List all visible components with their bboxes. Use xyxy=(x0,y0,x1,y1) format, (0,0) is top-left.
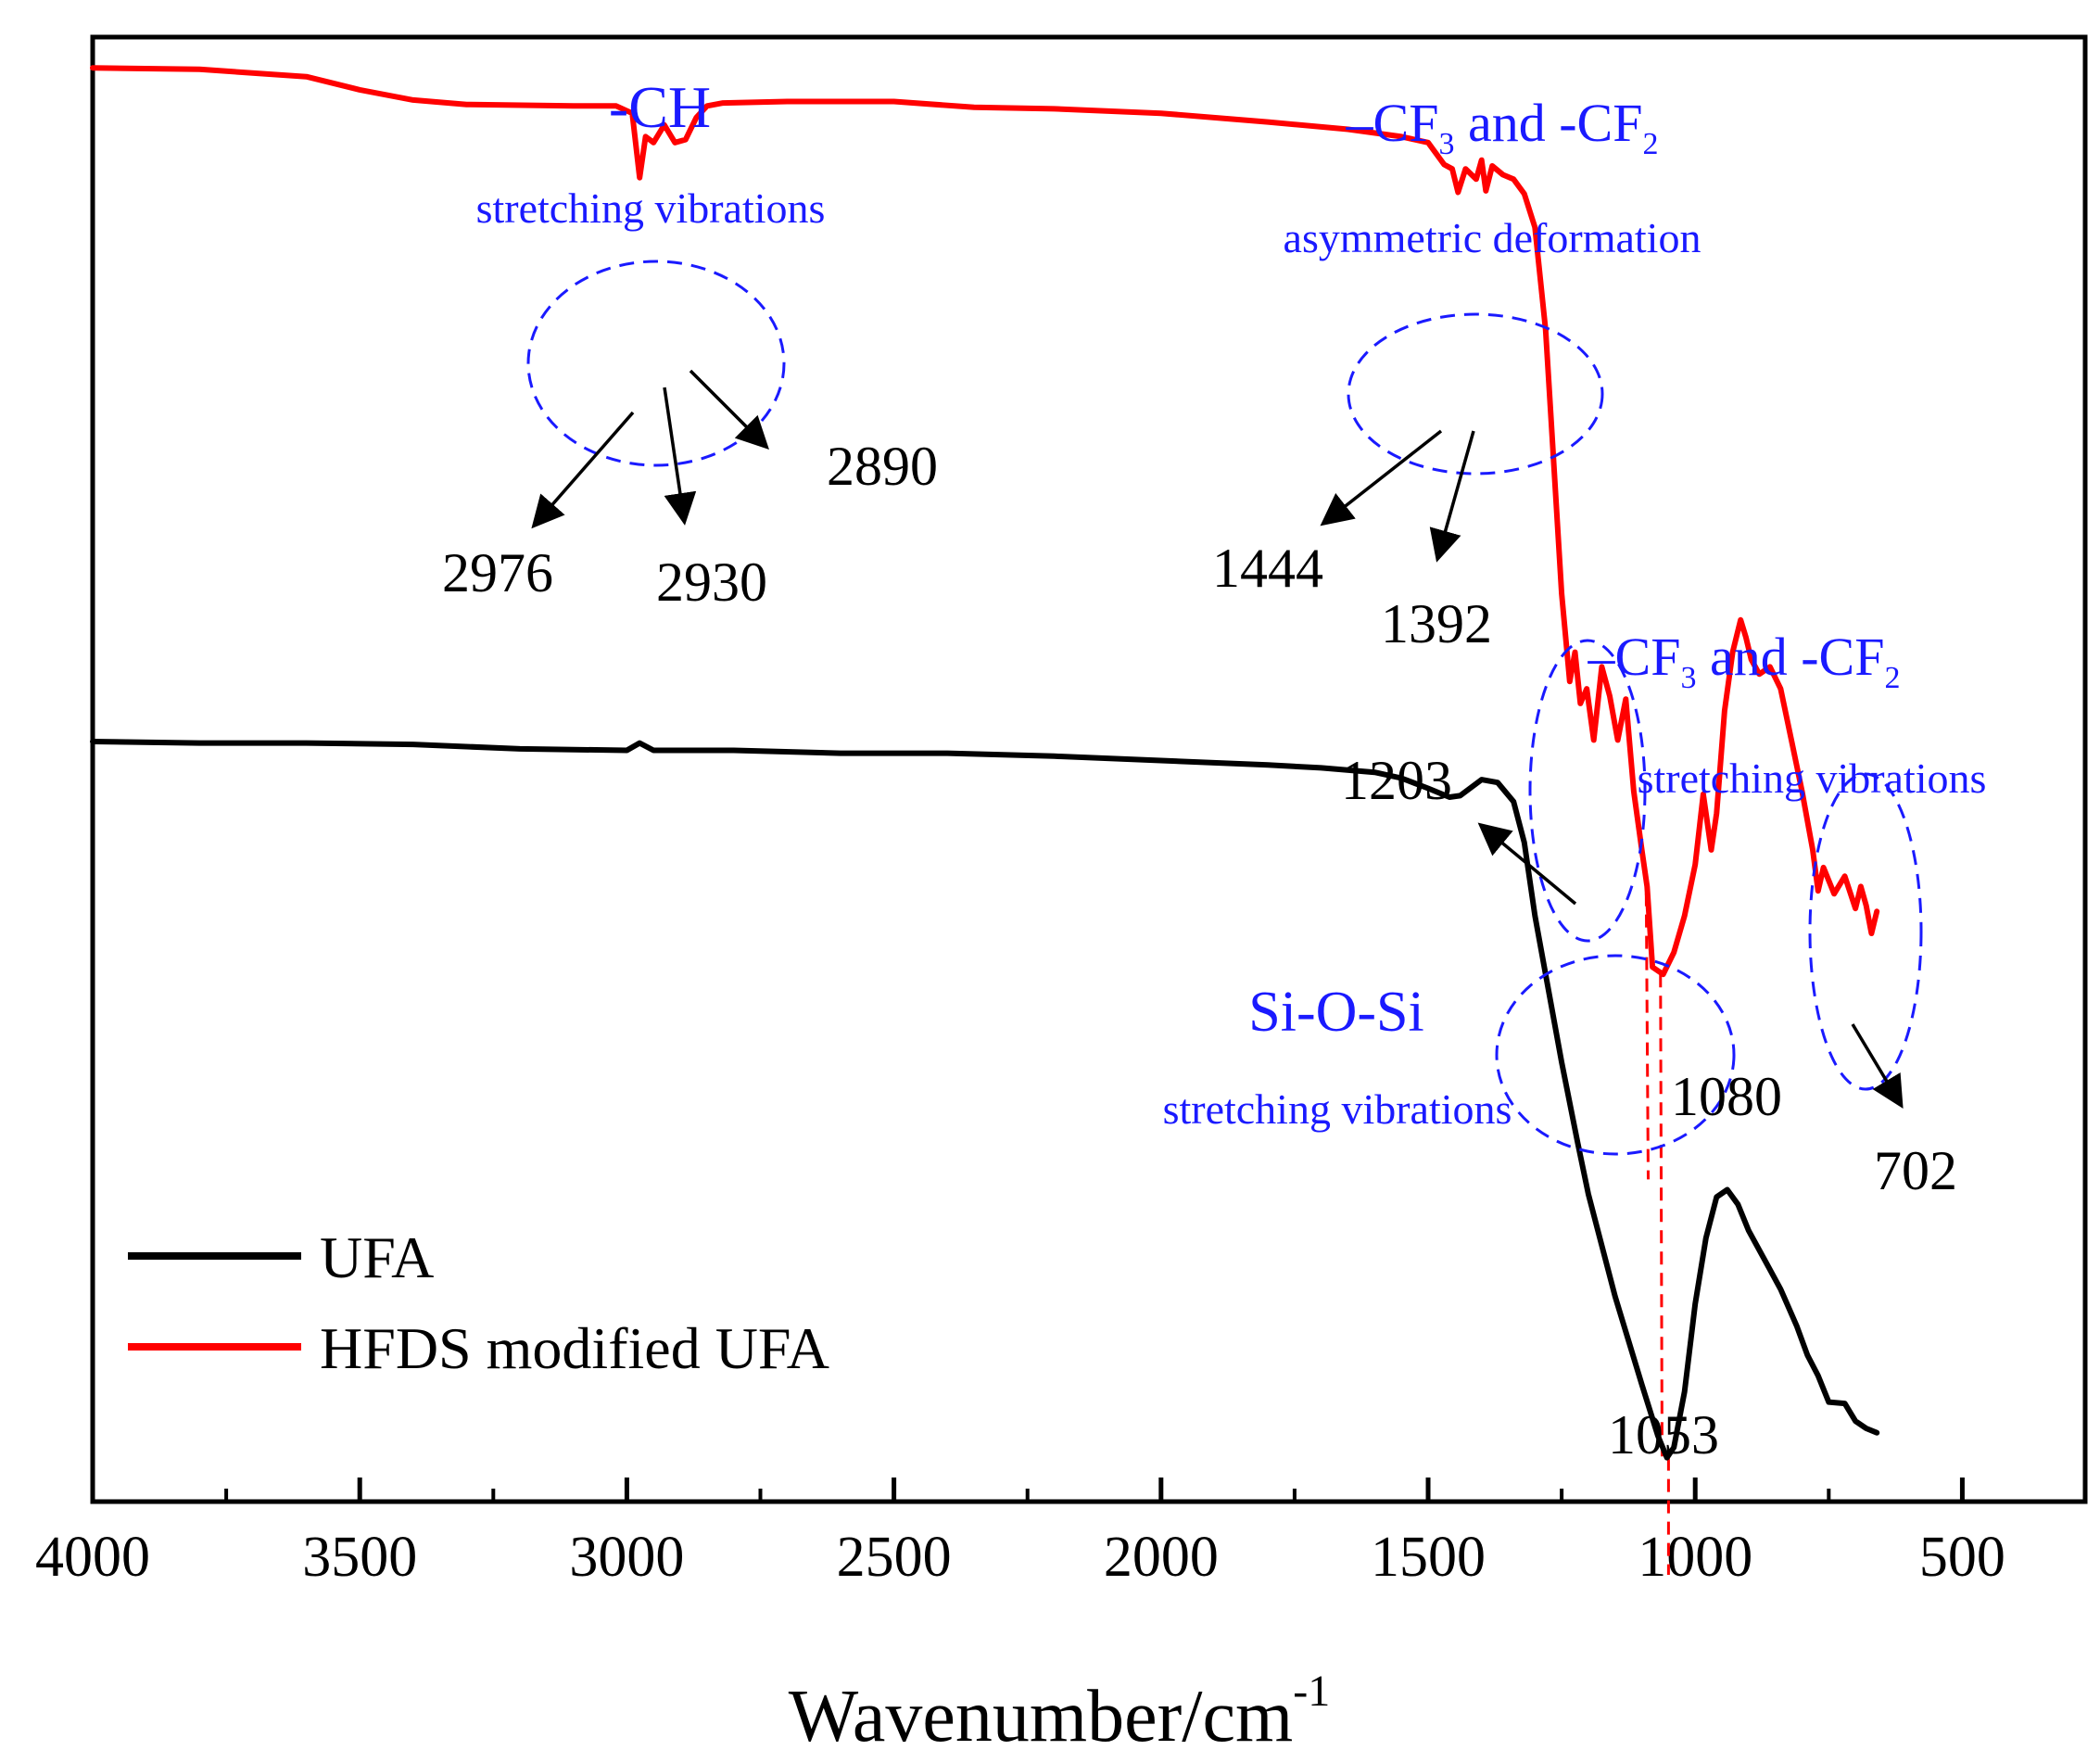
cf-stretch-annotation-sub: stretching vibrations xyxy=(1638,755,1987,802)
peak-label-2976: 2976 xyxy=(442,542,553,603)
sios-region-ellipse xyxy=(1495,954,1736,1156)
legend: UFA HFDS modified UFA xyxy=(128,1224,829,1381)
arrow-2930 xyxy=(663,387,697,526)
peak-label-1053: 1053 xyxy=(1608,1404,1719,1465)
cf-asym-sub-2: 2 xyxy=(1642,127,1658,161)
legend-label-hfds: HFDS modified UFA xyxy=(320,1315,829,1381)
cf-stretch-annotation-title: –CF3 and -CF2 xyxy=(1588,627,1901,695)
x-axis-ticks: 4000 3500 3000 2500 2000 1500 1000 500 xyxy=(35,1478,2005,1589)
annotation-ellipses xyxy=(526,260,1923,1156)
arrow-1444 xyxy=(1320,429,1443,526)
plot-frame xyxy=(90,34,2088,1504)
cf-asym-annotation-sub: asymmetric deformation xyxy=(1284,214,1702,261)
peak-label-1392: 1392 xyxy=(1381,593,1492,654)
x-tick-label-3500: 3500 xyxy=(302,1526,417,1589)
guide-line-1092 xyxy=(1644,871,1650,1180)
x-tick-label-2000: 2000 xyxy=(1104,1526,1219,1589)
cf-stretch-part-b: and -CF xyxy=(1696,627,1884,687)
guide-line-1080 xyxy=(1659,974,1664,1458)
x-tick-label-1000: 1000 xyxy=(1638,1526,1752,1589)
x-tick-label-3000: 3000 xyxy=(569,1526,684,1589)
cf-stretch-sub-3: 3 xyxy=(1680,661,1696,695)
arrow-1392 xyxy=(1429,430,1475,563)
arrow-1203 xyxy=(1477,822,1577,906)
x-tick-label-500: 500 xyxy=(1919,1526,2005,1589)
peak-label-1080: 1080 xyxy=(1671,1066,1782,1127)
x-axis-title: Wavenumber/cm-1 xyxy=(789,1667,1330,1757)
x-tick-label-1500: 1500 xyxy=(1371,1526,1486,1589)
peak-label-2930: 2930 xyxy=(656,552,767,613)
x-axis-title-sup: -1 xyxy=(1293,1667,1330,1716)
sios-annotation-title: Si-O-Si xyxy=(1248,981,1423,1044)
legend-label-ufa: UFA xyxy=(320,1224,434,1290)
peak-label-2890: 2890 xyxy=(827,436,938,497)
arrow-2976 xyxy=(531,411,635,529)
peak-label-1203: 1203 xyxy=(1341,750,1452,811)
cf-stretch-left-ellipse xyxy=(1528,639,1647,943)
cf-asym-sub-3: 3 xyxy=(1438,127,1454,161)
x-axis-title-main: Wavenumber/cm xyxy=(789,1676,1293,1757)
arrow-2890 xyxy=(689,369,769,450)
ch-annotation-sub: stretching vibrations xyxy=(476,184,826,232)
sios-annotation-sub: stretching vibrations xyxy=(1163,1085,1512,1133)
ch-region-ellipse xyxy=(526,260,786,467)
peak-label-1444: 1444 xyxy=(1212,538,1323,599)
x-tick-label-2500: 2500 xyxy=(837,1526,952,1589)
arrow-702 xyxy=(1851,1023,1904,1110)
x-tick-label-4000: 4000 xyxy=(35,1526,150,1589)
peak-labels: 2976 2930 2890 1444 1392 1203 1080 702 1… xyxy=(442,436,1957,1465)
cf-asym-annotation-title: –CF3 and -CF2 xyxy=(1346,93,1659,161)
cf-stretch-sub-2: 2 xyxy=(1884,661,1900,695)
peak-guide-lines xyxy=(1644,871,1670,1575)
peak-label-702: 702 xyxy=(1874,1140,1957,1201)
cf-asym-part-a: –CF xyxy=(1346,93,1439,153)
cf-stretch-part-a: –CF xyxy=(1588,627,1681,687)
ch-annotation-title: -CH xyxy=(609,74,711,140)
cf-stretch-right-ellipse xyxy=(1808,772,1923,1091)
series-line-hfds-modified-ufa xyxy=(90,65,1880,978)
peak-arrows xyxy=(531,369,1904,1110)
annotation-texts: -CH stretching vibrations –CF3 and -CF2 … xyxy=(476,74,1987,1133)
cf-asym-region-ellipse xyxy=(1347,312,1604,476)
cf-asym-part-b: and -CF xyxy=(1454,93,1642,153)
